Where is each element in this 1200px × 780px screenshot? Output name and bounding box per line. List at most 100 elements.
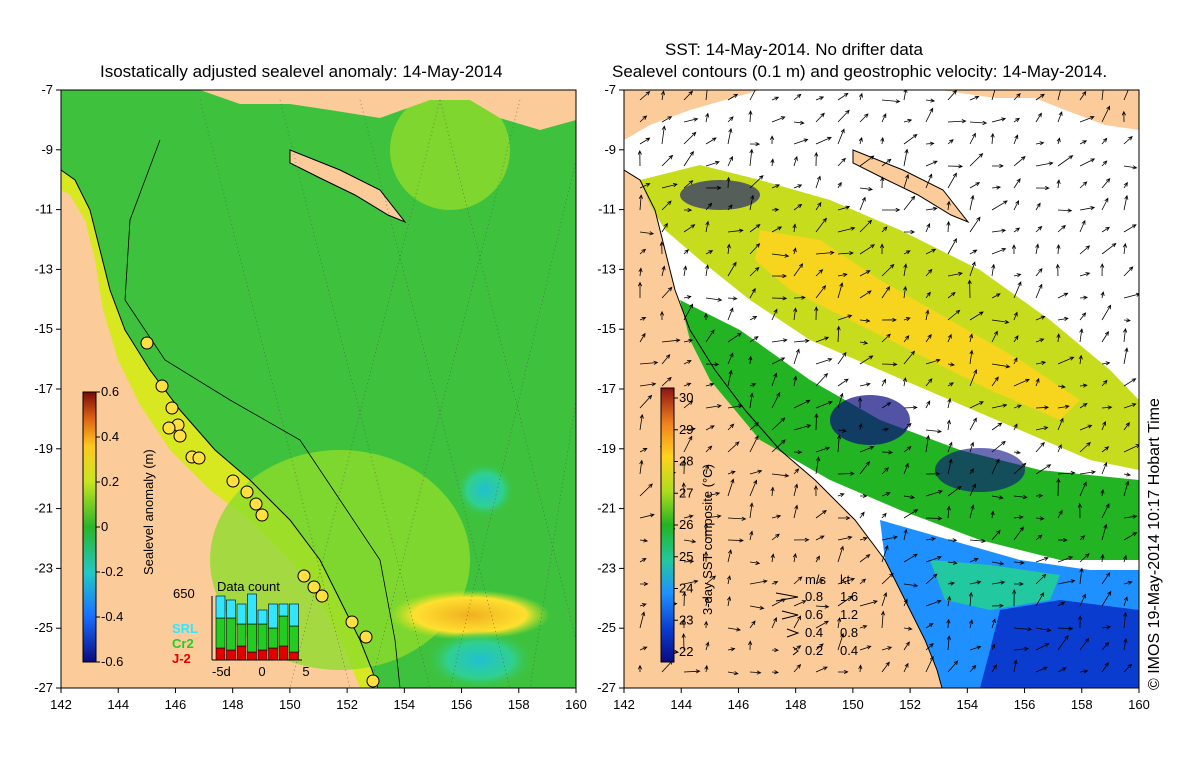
lon-tick-label: 160 xyxy=(565,697,587,712)
velocity-arrow xyxy=(880,176,885,189)
velocity-arrow xyxy=(749,502,754,519)
velocity-arrow xyxy=(991,363,1011,369)
velocity-arrow xyxy=(793,93,802,101)
velocity-arrow xyxy=(991,163,1004,169)
left-panel-title: Isostatically adjusted sealevel anomaly:… xyxy=(100,62,503,81)
data-count-bar xyxy=(289,625,299,653)
velocity-arrow xyxy=(925,400,931,409)
velocity-arrow xyxy=(639,646,648,651)
velocity-arrow xyxy=(1100,488,1105,497)
velocity-arrow xyxy=(705,202,713,211)
velocity-arrow xyxy=(749,620,756,629)
velocity-arrow xyxy=(903,405,918,410)
velocity-arrow xyxy=(1079,383,1088,388)
velocity-arrow xyxy=(749,142,761,147)
velocity-arrow xyxy=(727,516,747,521)
velocity-arrow xyxy=(705,329,715,343)
velocity-arrow xyxy=(815,136,832,145)
tide-gauge-marker xyxy=(173,429,187,443)
data-count-xticks: -5d 0 5 xyxy=(212,664,310,679)
velocity-arrow xyxy=(683,90,694,101)
lat-tick-label: -27 xyxy=(597,680,616,695)
velocity-legend-arrow xyxy=(775,592,799,602)
velocity-arrow xyxy=(1079,441,1091,453)
velocity-arrow xyxy=(947,397,952,409)
velocity-arrow xyxy=(727,441,740,453)
right-coastline xyxy=(624,169,943,688)
lon-tick-label: 142 xyxy=(613,697,635,712)
velocity-arrow xyxy=(1101,137,1108,145)
velocity-arrow xyxy=(639,447,648,453)
velocity-arrow xyxy=(1101,405,1113,410)
velocity-arrow xyxy=(946,419,951,431)
velocity-arrow xyxy=(1057,634,1069,651)
velocity-arrow xyxy=(903,641,910,651)
velocity-arrow xyxy=(1101,330,1109,343)
sst-colorbar-ticks: 30 29 28 27 26 25 24 23 22 xyxy=(674,390,693,659)
tide-gauge-marker xyxy=(240,485,254,499)
velocity-arrow xyxy=(638,194,643,211)
velocity-arrow xyxy=(969,401,984,409)
velocity-arrow xyxy=(793,483,799,497)
velocity-arrow xyxy=(1101,90,1104,101)
velocity-arrow xyxy=(1101,503,1110,519)
velocity-arrow xyxy=(1035,93,1045,101)
velocity-arrow xyxy=(727,647,736,652)
velocity-arrow xyxy=(969,645,982,651)
velocity-arrow xyxy=(703,550,709,563)
velocity-arrow xyxy=(1013,495,1028,500)
velocity-arrow xyxy=(859,244,876,255)
velocity-arrow xyxy=(859,536,868,541)
velocity-arrow xyxy=(1057,292,1069,299)
velocity-arrow xyxy=(815,269,824,277)
velocity-arrow xyxy=(1123,663,1133,673)
velocity-arrow xyxy=(661,116,673,123)
velocity-arrow xyxy=(881,544,889,563)
velocity-arrow xyxy=(683,117,699,123)
velocity-arrow xyxy=(661,286,673,299)
velocity-arrow xyxy=(1123,532,1138,541)
velocity-arrow xyxy=(947,441,953,453)
velocity-arrow xyxy=(705,220,710,233)
velocity-arrow xyxy=(947,581,956,586)
data-count-xtick: 5 xyxy=(302,664,309,679)
velocity-arrow xyxy=(749,479,758,497)
lon-tick-label: 148 xyxy=(785,697,807,712)
velocity-arrow xyxy=(727,549,733,563)
velocity-arrow xyxy=(1035,441,1045,453)
velocity-arrow xyxy=(1035,556,1049,563)
velocity-arrow xyxy=(793,307,798,321)
velocity-arrow xyxy=(727,671,739,676)
velocity-arrow xyxy=(881,317,897,322)
velocity-legend: m/s kt 0.8 1.6 0.6 1.2 0.4 0.8 0.2 0.4 xyxy=(775,572,858,658)
sla-colorbar-ticks: 0.6 0.4 0.2 0 -0.2 -0.4 -0.6 xyxy=(96,384,123,669)
velocity-arrow xyxy=(881,467,889,475)
velocity-arrow xyxy=(947,382,954,387)
lat-tick-label: -17 xyxy=(597,381,616,396)
velocity-arrow xyxy=(793,450,803,455)
velocity-arrow xyxy=(881,226,888,233)
lat-tick-label: -15 xyxy=(597,321,616,336)
velocity-arrow xyxy=(859,624,868,629)
sla-tick-label: 0.2 xyxy=(101,474,119,489)
velocity-arrow xyxy=(1057,626,1074,631)
velocity-arrow xyxy=(903,462,909,475)
data-count-bar xyxy=(289,603,299,627)
velocity-arrow xyxy=(683,180,694,189)
velocity-arrow xyxy=(1057,384,1066,389)
velocity-unit-kt: kt xyxy=(840,572,851,587)
velocity-arrow xyxy=(683,579,699,585)
velocity-arrow xyxy=(1101,177,1111,189)
velocity-arrow xyxy=(1079,219,1086,233)
right-cold-patch-a xyxy=(830,395,910,445)
velocity-arrow xyxy=(727,228,744,233)
velocity-arrow xyxy=(925,248,937,255)
velocity-arrow xyxy=(969,664,977,673)
velocity-arrow xyxy=(771,617,777,629)
right-panel-title-line1: SST: 14-May-2014. No drifter data xyxy=(665,40,923,59)
velocity-arrow xyxy=(815,336,830,343)
velocity-arrow xyxy=(947,90,957,101)
velocity-arrow xyxy=(727,369,733,387)
sla-tick-label: -0.2 xyxy=(101,564,123,579)
